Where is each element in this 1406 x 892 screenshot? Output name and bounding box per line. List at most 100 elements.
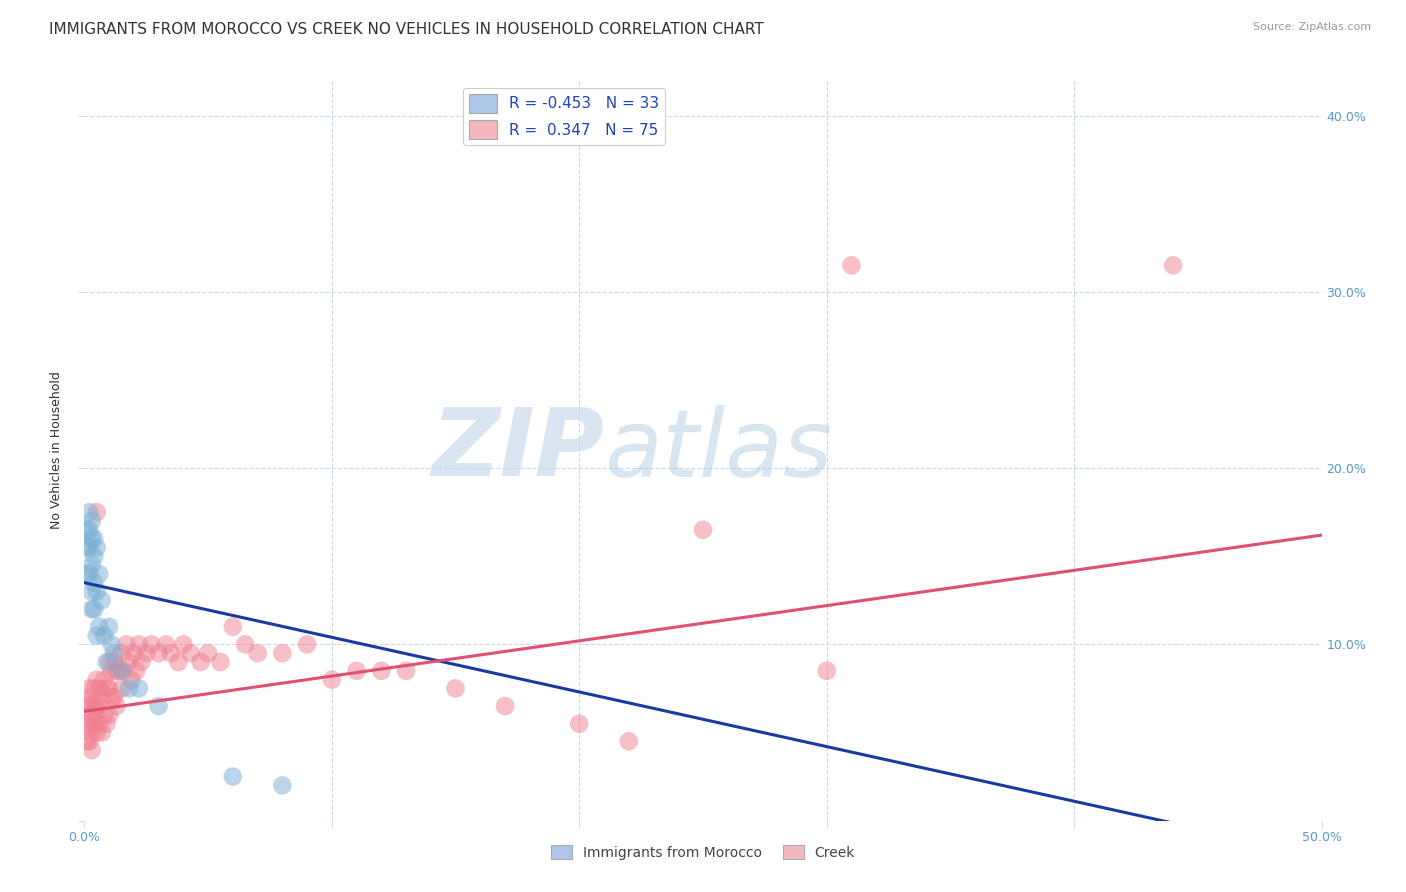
Point — [98, 655, 121, 669]
Point — [83, 575, 105, 590]
Legend: Immigrants from Morocco, Creek: Immigrants from Morocco, Creek — [546, 839, 860, 865]
Point — [617, 734, 640, 748]
Point — [110, 646, 132, 660]
Point — [86, 505, 108, 519]
Point — [1161, 259, 1184, 273]
Point — [122, 646, 145, 660]
Point — [89, 620, 111, 634]
Text: ZIP: ZIP — [432, 404, 605, 497]
Point — [103, 646, 125, 660]
Point — [96, 716, 118, 731]
Point — [155, 637, 177, 651]
Point — [86, 541, 108, 555]
Point — [494, 699, 516, 714]
Point — [180, 646, 202, 660]
Point — [841, 259, 863, 273]
Point — [444, 681, 467, 696]
Point — [141, 637, 163, 651]
Point — [80, 690, 103, 705]
Point — [395, 664, 418, 678]
Point — [90, 725, 112, 739]
Point — [815, 664, 838, 678]
Point — [271, 646, 294, 660]
Point — [79, 734, 101, 748]
Text: Source: ZipAtlas.com: Source: ZipAtlas.com — [1253, 22, 1371, 32]
Point — [135, 646, 157, 660]
Point — [295, 637, 318, 651]
Point — [100, 690, 122, 705]
Point — [86, 584, 108, 599]
Point — [86, 699, 108, 714]
Point — [79, 681, 101, 696]
Point — [128, 637, 150, 651]
Point — [128, 681, 150, 696]
Point — [80, 743, 103, 757]
Point — [209, 655, 232, 669]
Point — [100, 664, 122, 678]
Point — [83, 699, 105, 714]
Point — [103, 655, 125, 669]
Point — [115, 637, 138, 651]
Point — [692, 523, 714, 537]
Point — [76, 566, 98, 581]
Point — [103, 690, 125, 705]
Point — [76, 699, 98, 714]
Point — [129, 655, 152, 669]
Point — [105, 699, 128, 714]
Point — [76, 541, 98, 555]
Point — [79, 716, 101, 731]
Point — [83, 681, 105, 696]
Point — [90, 593, 112, 607]
Point — [86, 628, 108, 642]
Point — [93, 628, 115, 642]
Point — [80, 558, 103, 572]
Point — [125, 664, 148, 678]
Point — [83, 532, 105, 546]
Point — [79, 541, 101, 555]
Point — [89, 699, 111, 714]
Point — [80, 514, 103, 528]
Point — [79, 566, 101, 581]
Point — [80, 532, 103, 546]
Point — [83, 602, 105, 616]
Point — [271, 778, 294, 792]
Point — [79, 523, 101, 537]
Point — [370, 664, 392, 678]
Point — [148, 699, 170, 714]
Point — [89, 716, 111, 731]
Point — [568, 716, 591, 731]
Text: atlas: atlas — [605, 405, 832, 496]
Point — [96, 681, 118, 696]
Point — [80, 725, 103, 739]
Text: IMMIGRANTS FROM MOROCCO VS CREEK NO VEHICLES IN HOUSEHOLD CORRELATION CHART: IMMIGRANTS FROM MOROCCO VS CREEK NO VEHI… — [49, 22, 763, 37]
Point — [98, 707, 121, 722]
Y-axis label: No Vehicles in Household: No Vehicles in Household — [49, 372, 63, 529]
Point — [167, 655, 190, 669]
Point — [89, 681, 111, 696]
Point — [79, 699, 101, 714]
Point — [222, 770, 245, 784]
Point — [76, 734, 98, 748]
Point — [197, 646, 219, 660]
Point — [112, 664, 135, 678]
Point — [76, 716, 98, 731]
Point — [233, 637, 256, 651]
Point — [118, 681, 141, 696]
Point — [83, 716, 105, 731]
Point — [120, 673, 142, 687]
Point — [190, 655, 212, 669]
Point — [148, 646, 170, 660]
Point — [346, 664, 368, 678]
Point — [98, 620, 121, 634]
Point — [96, 655, 118, 669]
Point — [100, 637, 122, 651]
Point — [118, 655, 141, 669]
Point — [83, 549, 105, 564]
Point — [108, 664, 131, 678]
Point — [80, 584, 103, 599]
Point — [98, 681, 121, 696]
Point — [160, 646, 183, 660]
Point — [110, 681, 132, 696]
Point — [80, 602, 103, 616]
Point — [93, 673, 115, 687]
